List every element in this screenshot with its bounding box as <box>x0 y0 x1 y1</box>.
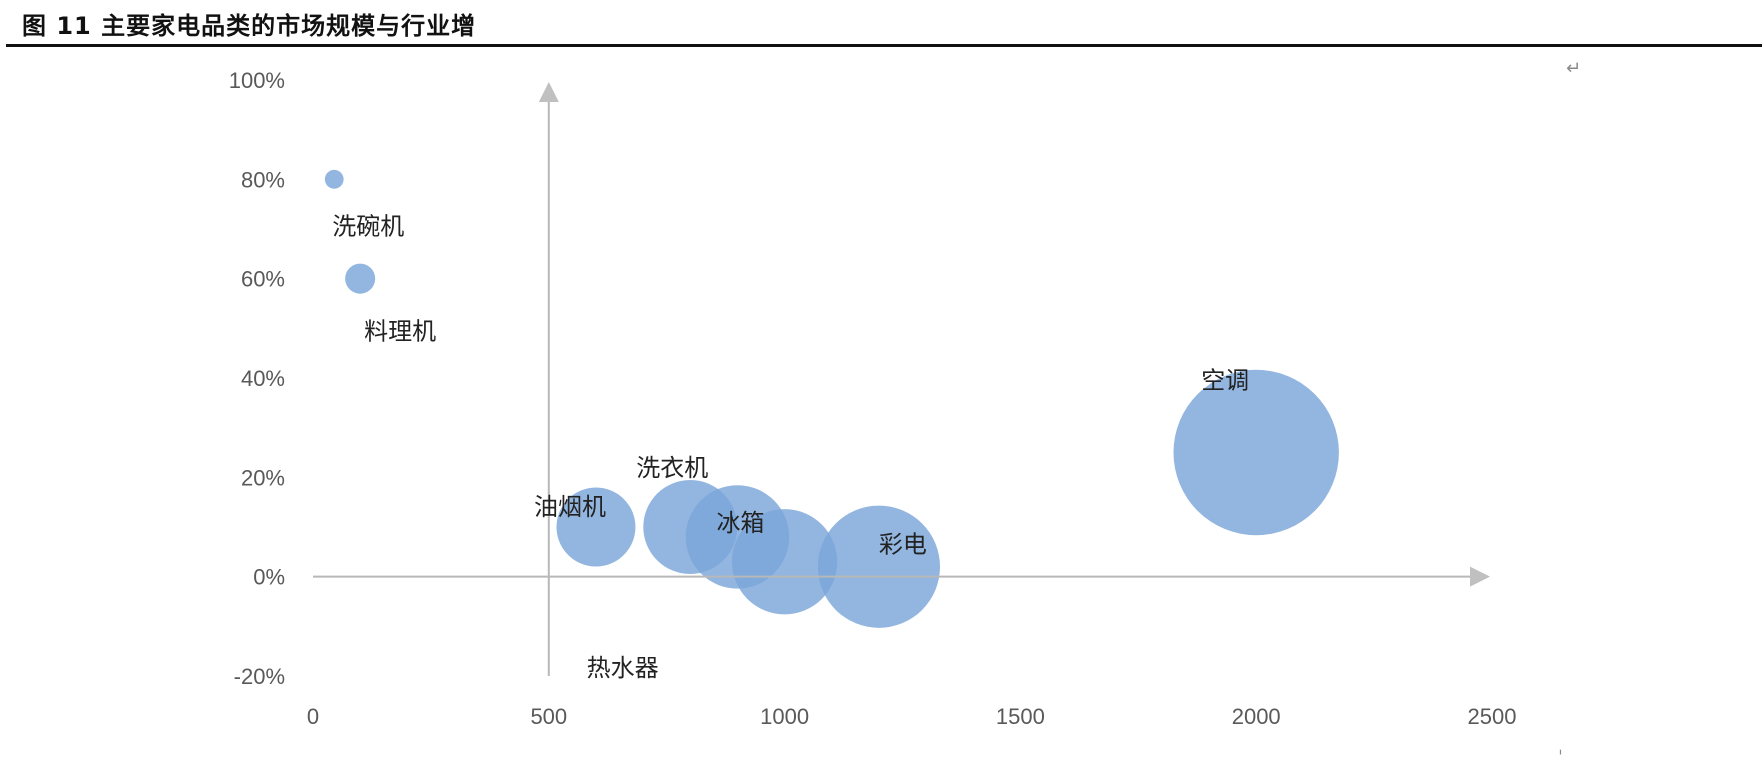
x-tick-label: 2000 <box>1232 704 1281 729</box>
x-tick-labels: 0 500 1000 1500 2000 2500 <box>307 704 1517 729</box>
bubble-3 <box>556 487 636 567</box>
bubble-label: 热水器 <box>587 654 659 682</box>
y-tick-label: 40% <box>241 366 285 391</box>
bubble-label: 料理机 <box>364 318 436 346</box>
x-tick-label: 500 <box>530 704 567 729</box>
x-tick-label: 2500 <box>1468 704 1517 729</box>
bubble-label: 油烟机 <box>534 493 606 521</box>
y-tick-label: -20% <box>234 664 285 689</box>
title-rule <box>6 44 1762 47</box>
bubble-label: 彩电 <box>879 531 927 559</box>
bubble-6 <box>731 509 838 615</box>
x-tick-label: 0 <box>307 704 319 729</box>
corner-tick-mark: ˌ <box>1558 736 1563 757</box>
bubble-label: 空调 <box>1201 367 1249 395</box>
figure-title: 图 11 主要家电品类的市场规模与行业增 <box>22 12 477 40</box>
y-tick-labels: -20% 0% 20% 40% 60% 80% 100% <box>229 68 285 689</box>
y-tick-label: 100% <box>229 68 285 93</box>
bubbles-layer <box>324 169 1339 628</box>
bubble-8 <box>1173 369 1339 536</box>
bubble-1 <box>324 169 344 189</box>
bubble-7 <box>817 505 941 628</box>
y-tick-label: 20% <box>241 465 285 490</box>
axes-layer <box>313 82 1490 676</box>
y-tick-label: 80% <box>241 167 285 192</box>
bubble-label: 洗碗机 <box>332 212 404 240</box>
y-tick-label: 60% <box>241 267 285 292</box>
bubble-2 <box>345 263 376 294</box>
bubble-label: 冰箱 <box>716 509 764 537</box>
return-symbol-mark: ↵ <box>1566 58 1581 79</box>
y-tick-label: 0% <box>253 565 285 590</box>
x-tick-label: 1500 <box>996 704 1045 729</box>
x-tick-label: 1000 <box>760 704 809 729</box>
bubble-label: 洗衣机 <box>636 454 708 482</box>
